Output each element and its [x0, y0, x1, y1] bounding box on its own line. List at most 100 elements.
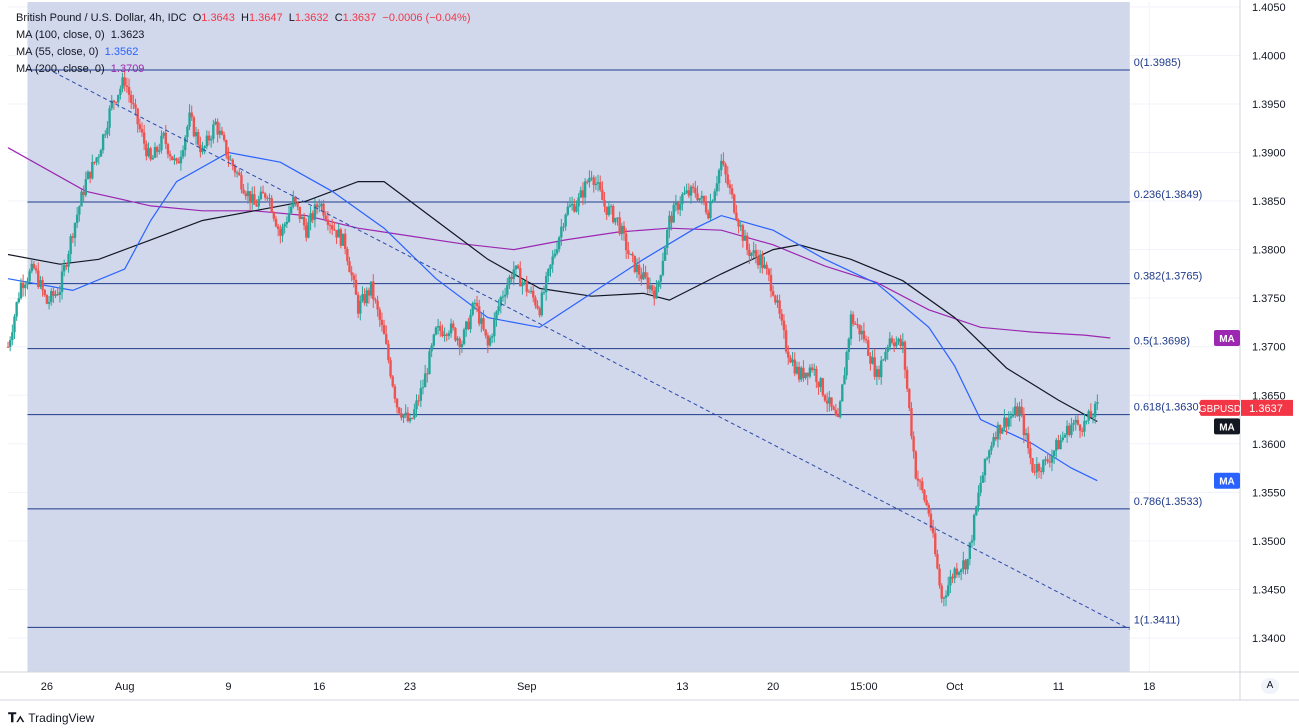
candle-body	[398, 407, 401, 414]
candle-body	[350, 272, 353, 276]
y-tick-label: 1.3400	[1252, 633, 1286, 645]
candle-body	[830, 397, 833, 407]
fib-label-0: 0(1.3985)	[1134, 57, 1181, 69]
x-tick-label: 11	[1053, 681, 1064, 693]
symbol-tag-label: GBPUSD	[1199, 404, 1241, 415]
candle-body	[58, 292, 62, 295]
candle-body	[752, 250, 755, 254]
candle-body	[985, 457, 989, 459]
candle-body	[964, 560, 967, 570]
candle-body	[253, 194, 256, 205]
candle-body	[216, 121, 219, 135]
candle-body	[519, 268, 522, 287]
legend-ma100-row[interactable]: MA (100, close, 0) 1.3623	[16, 27, 471, 44]
candle-body	[867, 340, 870, 356]
candle-body	[480, 318, 483, 324]
candle-body	[871, 357, 874, 364]
x-tick-label: 16	[313, 681, 325, 693]
candle-body	[862, 330, 866, 340]
candle-body	[274, 218, 278, 227]
trendline[interactable]	[53, 71, 1130, 630]
legend-ma55-row[interactable]: MA (55, close, 0) 1.3562	[16, 44, 471, 61]
candle-body	[71, 236, 75, 238]
candle-body	[145, 143, 148, 157]
candle-body	[322, 203, 325, 216]
candle-body	[430, 345, 433, 352]
ma55-path	[7, 151, 1098, 482]
candle-body	[1005, 417, 1008, 427]
candle-body	[406, 412, 410, 422]
fibonacci-retracement[interactable]: 0(1.3985) 0.236(1.3849) 0.382(1.3765) 0.5(1…	[27, 2, 1202, 672]
candle-body	[179, 156, 183, 164]
x-tick-label: 9	[225, 681, 231, 693]
candle-body	[996, 424, 1000, 440]
ma-tag-ma100	[1214, 418, 1240, 435]
candle-body	[711, 200, 714, 203]
candle-body	[363, 294, 366, 304]
candle-body	[607, 206, 611, 215]
candle-body	[808, 367, 812, 377]
candle-body	[393, 386, 397, 399]
candle-body	[335, 230, 338, 238]
candle-body	[735, 212, 738, 221]
candle-body	[1020, 406, 1023, 414]
y-tick-label: 1.4050	[1252, 2, 1286, 14]
high-value: 1.3647	[249, 12, 283, 24]
candle-body	[1035, 463, 1039, 473]
candle-body	[579, 190, 582, 198]
candle-body	[108, 108, 111, 128]
candle-body	[367, 290, 371, 296]
candle-body	[1001, 428, 1004, 434]
last-price-tag	[1241, 399, 1293, 416]
legend-ma200-row[interactable]: MA (200, close, 0) 1.3709	[16, 61, 471, 78]
candle-body	[707, 212, 710, 219]
candle-body	[640, 274, 643, 280]
candle-body	[417, 400, 420, 402]
candle-body	[410, 418, 414, 420]
candle-body	[897, 338, 900, 342]
candle-body	[832, 406, 835, 410]
candle-body	[149, 148, 152, 160]
candle-body	[181, 150, 185, 157]
candle-body	[864, 339, 868, 341]
fib-label-0.5: 0.5(1.3698)	[1134, 336, 1190, 348]
ma-tag-label: MA	[1219, 477, 1235, 488]
ma100-path	[7, 181, 1098, 423]
candle-body	[631, 253, 634, 256]
candle-body	[199, 144, 202, 153]
candle-body	[21, 282, 25, 289]
tradingview-logo[interactable]: 𝐓∧ TradingView	[8, 710, 94, 726]
candle-body	[802, 367, 805, 378]
candle-body	[1065, 425, 1069, 435]
candle-body	[614, 217, 617, 223]
candle-body	[341, 233, 345, 246]
candle-body	[666, 229, 669, 248]
axis-tags: MA MA MA GBPUSD 1.3637	[1199, 329, 1293, 489]
candle-body	[594, 183, 598, 186]
candle-body	[300, 216, 304, 219]
candle-body	[45, 294, 49, 304]
x-tick-label: 26	[41, 681, 53, 693]
y-tick-label: 1.3450	[1252, 584, 1286, 596]
candle-body	[423, 373, 427, 388]
candle-body	[733, 194, 736, 213]
candle-body	[168, 154, 172, 157]
candle-body	[780, 313, 783, 321]
auto-scale-button[interactable]: A	[1261, 678, 1279, 694]
candle-body	[130, 94, 133, 103]
time-axis[interactable]: 26 Aug 9 16 23 Sep 13 20 15:00 Oct 11 18	[0, 671, 1299, 701]
candle-body	[962, 560, 965, 570]
candle-body	[482, 318, 485, 330]
candle-body	[220, 130, 224, 135]
candle-body	[774, 295, 777, 303]
candle-body	[281, 226, 284, 236]
candle-body	[514, 265, 518, 270]
candle-body	[877, 369, 881, 378]
candle-body	[194, 132, 198, 137]
candle-body	[1085, 420, 1088, 422]
candle-body	[123, 77, 126, 86]
candle-body	[389, 360, 392, 377]
price-axis[interactable]: 1.4050 1.4000 1.3950 1.3900 1.3850 1.3800 1.37…	[1239, 0, 1286, 700]
candle-body	[447, 333, 451, 336]
